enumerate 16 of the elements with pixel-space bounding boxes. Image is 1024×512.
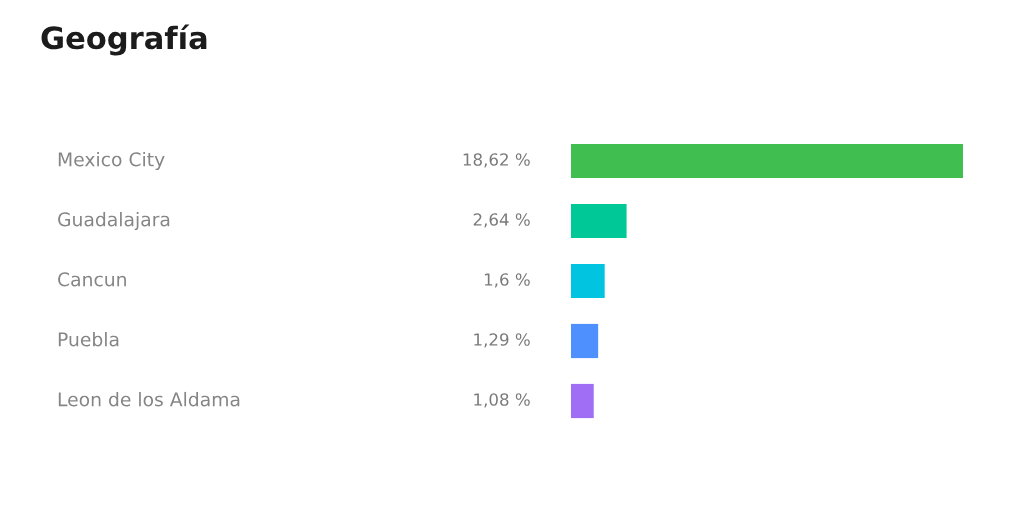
data-label: 1,08 % (474, 393, 530, 408)
y-tick-label: Puebla (58, 331, 119, 347)
bar (571, 263, 605, 299)
bar (571, 143, 963, 179)
bar (571, 203, 627, 239)
text: Geografía (41, 24, 207, 56)
bar (571, 323, 599, 359)
data-label: 1,6 % (484, 273, 530, 288)
y-tick-label: Leon de los Aldama (58, 391, 240, 407)
data-label: 2,64 % (473, 213, 530, 228)
y-tick-label: Mexico City (58, 151, 165, 171)
y-tick-label: Cancun (58, 272, 126, 287)
bar (571, 383, 594, 419)
data-label: 1,29 % (474, 333, 530, 348)
data-label: 18,62 % (463, 153, 530, 168)
y-tick-label: Guadalajara (58, 211, 170, 231)
